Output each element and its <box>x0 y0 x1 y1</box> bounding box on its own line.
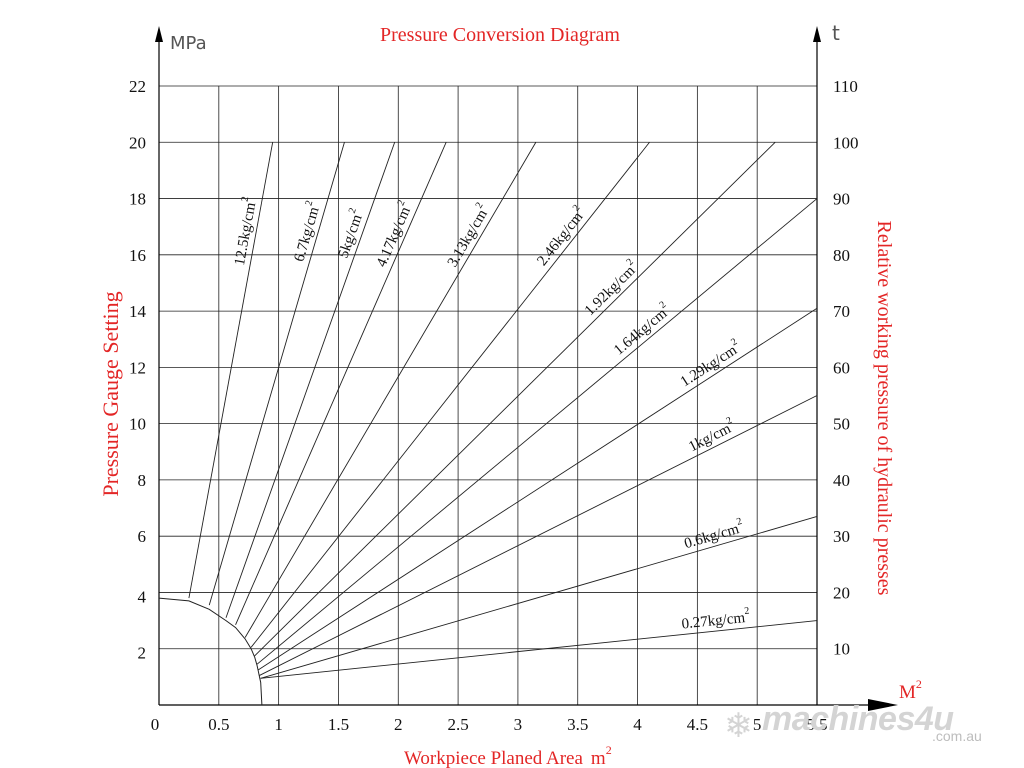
x-tick-label: 5 <box>753 715 762 734</box>
y-right-tick-label: 50 <box>833 415 850 434</box>
series-label: 1.92kg/cm2 <box>579 256 642 319</box>
series-label: 1.29kg/cm2 <box>676 336 745 390</box>
y-left-unit: MPa <box>170 33 207 54</box>
series-label: 0.27kg/cm2 <box>680 606 750 633</box>
y-left-tick-label: 6 <box>138 527 147 546</box>
series-line <box>260 516 818 679</box>
x-tick-label: 5.5 <box>806 715 827 734</box>
series-line <box>208 142 345 606</box>
boundary-curve <box>158 597 263 706</box>
y-right-tick-label: 30 <box>833 527 850 546</box>
series-line <box>256 198 818 665</box>
watermark-logo: ❄ machines4u .com.au <box>722 700 992 748</box>
y-right-tick-label: 90 <box>833 190 850 209</box>
x-tick-label: 4.5 <box>687 715 708 734</box>
series-label: 2.46kg/cm2 <box>531 203 589 269</box>
y-right-tick-label: 60 <box>833 358 850 377</box>
y-right-label: Relative working pressure of hydraulic p… <box>873 221 895 596</box>
tick-labels: 0 0.5 1 1.5 2 2.5 3 3.5 4 4.5 5 5.5 2 4 6 8 10 12 14 16 18 20… <box>129 77 859 734</box>
x-arrow-icon <box>868 699 898 711</box>
series-line <box>260 620 818 679</box>
x-tick-label: 2 <box>394 715 403 734</box>
y-left-tick-label: 16 <box>129 246 146 265</box>
x-tick-label: 4 <box>633 715 642 734</box>
snowflake-icon: ❄ <box>724 706 753 746</box>
x-tick-label: 3.5 <box>567 715 588 734</box>
series-label: 12.5kg/cm2 <box>228 196 260 267</box>
y-right-tick-label: 110 <box>833 77 858 96</box>
x-tick-label: 3 <box>514 715 523 734</box>
series-line <box>188 142 274 599</box>
y-left-tick-label: 10 <box>129 415 146 434</box>
y-right-tick-label: 20 <box>833 583 850 602</box>
x-tick-label: 1 <box>274 715 283 734</box>
series-line <box>244 142 537 638</box>
x-tick-label: 1.5 <box>328 715 349 734</box>
x-arrow-label: M2 <box>899 677 922 703</box>
series-line <box>250 141 650 648</box>
series-label: 1.64kg/cm2 <box>608 299 674 358</box>
y-left-tick-label: 18 <box>129 190 146 209</box>
series-line <box>254 141 776 657</box>
chart-title: Pressure Conversion Diagram <box>380 24 620 46</box>
y-left-tick-label: 4 <box>138 587 147 606</box>
y-right-tick-label: 80 <box>833 246 850 265</box>
y-right-tick-label: 70 <box>833 302 850 321</box>
y-left-tick-label: 14 <box>129 302 147 321</box>
y-left-tick-label: 12 <box>129 358 146 377</box>
x-tick-label: 0 <box>151 715 160 734</box>
watermark-domain: .com.au <box>932 728 982 744</box>
watermark-brand: machines4u <box>762 700 954 738</box>
series-label: 4.17kg/cm2 <box>370 198 416 269</box>
y-right-unit: t <box>832 21 840 45</box>
y-left-tick-label: 22 <box>129 77 146 96</box>
y-right-tick-label: 10 <box>833 640 850 659</box>
y-left-tick-label: 8 <box>138 471 147 490</box>
series-line <box>259 395 818 676</box>
y-right-arrow-icon <box>813 26 821 42</box>
x-axis-label: Workpiece Planed Area m2 <box>404 743 612 768</box>
y-left-tick-label: 2 <box>138 644 147 663</box>
series-line <box>258 307 818 671</box>
y-right-tick-label: 40 <box>833 471 850 490</box>
x-tick-label: 0.5 <box>208 715 229 734</box>
y-left-tick-label: 20 <box>129 133 146 152</box>
y-left-arrow-icon <box>155 26 163 42</box>
y-right-tick-label: 100 <box>833 133 859 152</box>
y-left-label: Pressure Gauge Setting <box>98 291 123 496</box>
series-lines <box>158 141 818 706</box>
axes <box>155 26 898 711</box>
series-line <box>235 142 447 625</box>
series-label: 1kg/cm2 <box>684 415 738 455</box>
series-line <box>225 142 396 618</box>
x-tick-label: 2.5 <box>447 715 468 734</box>
